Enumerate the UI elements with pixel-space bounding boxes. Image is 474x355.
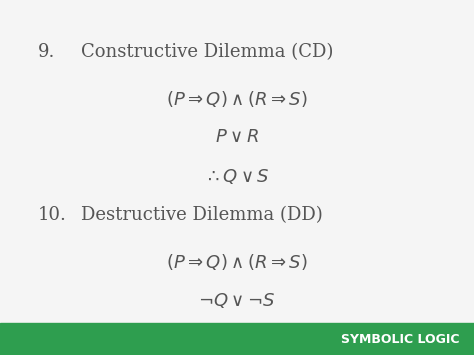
Text: 10.: 10. (38, 206, 67, 224)
Text: $\therefore Q \vee S$: $\therefore Q \vee S$ (204, 167, 270, 186)
Text: $(P \Rightarrow Q) \wedge (R \Rightarrow S)$: $(P \Rightarrow Q) \wedge (R \Rightarrow… (166, 89, 308, 109)
Bar (0, 323, 474, 355)
Text: $P \vee R$: $P \vee R$ (215, 128, 259, 146)
Text: $(P \Rightarrow Q) \wedge (R \Rightarrow S)$: $(P \Rightarrow Q) \wedge (R \Rightarrow… (166, 252, 308, 272)
Text: 9.: 9. (38, 43, 55, 61)
Text: $\neg Q \vee \neg S$: $\neg Q \vee \neg S$ (198, 291, 276, 310)
Text: $\therefore \neg P \vee \neg R$: $\therefore \neg P \vee \neg R$ (191, 330, 283, 348)
Text: Destructive Dilemma (DD): Destructive Dilemma (DD) (81, 206, 322, 224)
Text: SYMBOLIC LOGIC: SYMBOLIC LOGIC (341, 333, 460, 345)
Text: Constructive Dilemma (CD): Constructive Dilemma (CD) (81, 43, 333, 61)
